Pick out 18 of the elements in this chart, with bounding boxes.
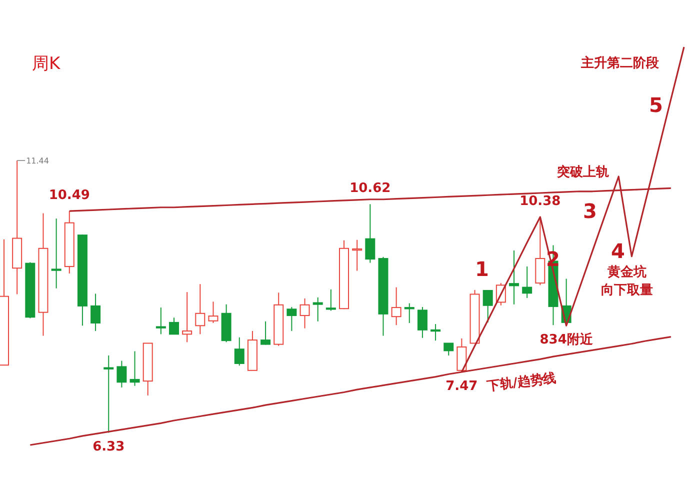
annotation: 突破上轨 [556, 164, 609, 180]
annotation: 3 [583, 199, 597, 223]
annotation: 11.44 [26, 156, 49, 166]
annotation: 6.33 [92, 440, 125, 455]
annotation: 1 [475, 257, 489, 281]
annotation: 10.38 [520, 194, 561, 209]
chart-title: 周K [32, 54, 61, 74]
annotation: 10.49 [48, 188, 90, 204]
text: 主升第二阶段 [580, 55, 660, 71]
annotation: 下轨/趋势线 [484, 370, 558, 394]
annotation: 4 [611, 239, 625, 263]
annotation: 向下取量 [601, 283, 653, 298]
annotation: 黄金坑 [606, 264, 646, 280]
annotation: 2 [546, 247, 560, 271]
annotation: 834附近 [540, 332, 594, 348]
text: 5 [649, 93, 663, 117]
annotation: 7.47 [446, 379, 478, 394]
annotation: 10.62 [350, 181, 391, 196]
